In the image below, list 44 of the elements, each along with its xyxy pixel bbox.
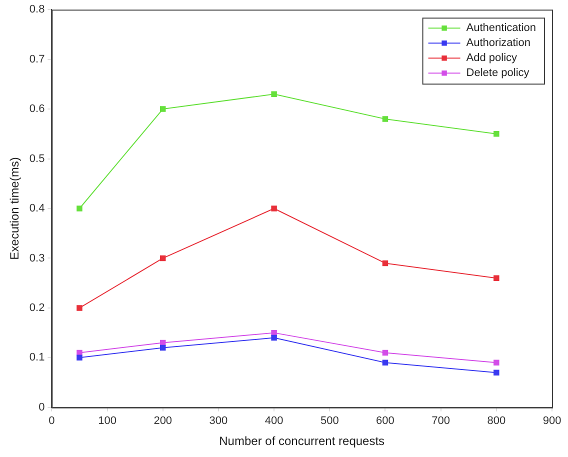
- x-tick-label: 0: [48, 415, 55, 428]
- point: [271, 91, 277, 98]
- legend-label: Add policy: [466, 52, 518, 64]
- y-tick-label: 0.2: [29, 302, 45, 314]
- x-tick-label: 100: [98, 415, 116, 428]
- point: [494, 131, 500, 137]
- point: [494, 360, 500, 366]
- point: [76, 350, 82, 356]
- point: [494, 370, 500, 376]
- point: [76, 206, 82, 212]
- point: [271, 206, 277, 212]
- x-tick-label: 300: [209, 415, 228, 428]
- point: [382, 116, 388, 122]
- legend-label: Authorization: [466, 37, 530, 50]
- point: [160, 255, 166, 262]
- point: [271, 334, 277, 341]
- y-tick-label: 0.8: [29, 4, 45, 16]
- x-axis-title: Number of concurrent requests: [219, 434, 385, 448]
- point: [382, 260, 388, 266]
- point: [76, 305, 82, 311]
- point: [271, 330, 277, 336]
- x-tick-label: 800: [487, 415, 506, 428]
- x-tick-label: 600: [376, 415, 394, 428]
- y-tick-label: 0.1: [29, 352, 45, 364]
- y-axis-title: Execution time(ms): [8, 157, 22, 260]
- legend-label: Delete policy: [466, 67, 530, 80]
- x-tick-label: 500: [320, 415, 339, 428]
- x-tick-label: 400: [264, 415, 284, 428]
- point: [76, 354, 82, 361]
- point: [494, 275, 500, 281]
- point: [160, 106, 166, 112]
- x-tick-label: 900: [542, 415, 562, 428]
- point: [382, 360, 388, 366]
- y-tick-label: 0.3: [29, 252, 45, 264]
- x-tick-label: 700: [432, 415, 450, 428]
- x-tick-label: 200: [154, 415, 172, 428]
- y-tick-label: 0.6: [29, 103, 45, 116]
- y-tick-label: 0.4: [29, 202, 45, 215]
- y-tick-label: 0: [38, 401, 45, 414]
- point: [382, 350, 388, 356]
- point: [160, 344, 166, 351]
- y-tick-label: 0.7: [29, 53, 45, 66]
- y-tick-label: 0.5: [29, 152, 45, 165]
- legend-label: Authentication: [466, 22, 536, 34]
